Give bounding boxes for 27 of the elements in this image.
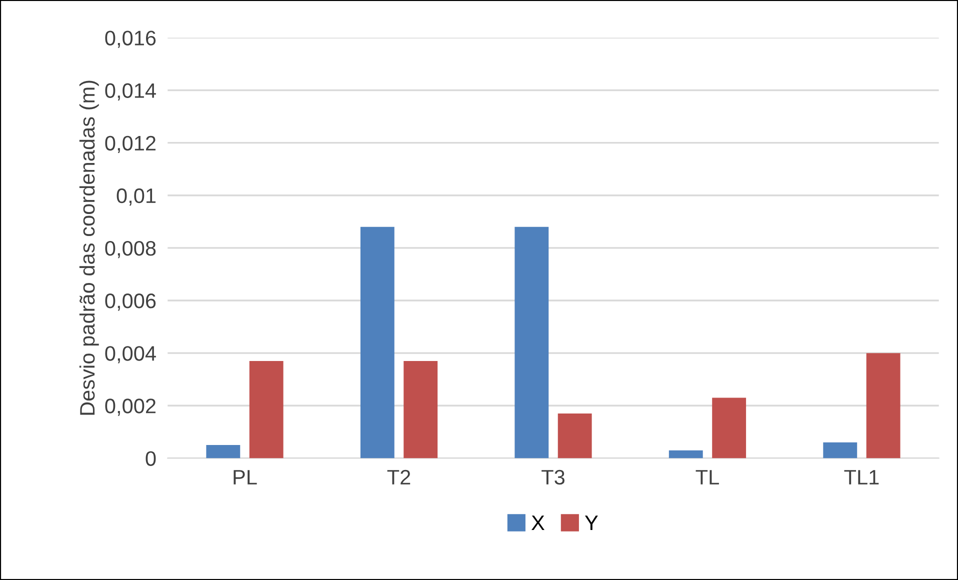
y-tick-label: 0,008 <box>105 240 156 258</box>
y-tick-label: 0,006 <box>105 294 156 311</box>
y-tick-label: 0 <box>146 451 156 466</box>
y-tick-label: 0,004 <box>105 346 156 364</box>
bar <box>823 442 858 458</box>
bar <box>249 360 284 458</box>
bar <box>360 226 394 458</box>
bar <box>668 450 703 458</box>
x-tick-label: TL1 <box>844 470 879 484</box>
y-tick-label: 0,016 <box>105 30 156 48</box>
bar <box>558 414 592 458</box>
legend-label: Y <box>584 516 598 530</box>
bar <box>866 353 900 458</box>
bar <box>206 445 240 458</box>
y-axis-title: Desvio padrão das coordenadas (m) <box>79 80 99 415</box>
x-tick-label: TL <box>696 470 719 484</box>
x-tick-label: T2 <box>387 470 410 484</box>
bar <box>712 398 746 458</box>
y-tick-label: 0,002 <box>105 398 156 416</box>
legend-label: X <box>531 516 544 530</box>
bar <box>404 360 438 458</box>
y-tick-label: 0,012 <box>105 136 156 154</box>
x-tick-label: PL <box>234 470 257 484</box>
bar <box>514 226 549 458</box>
y-tick-label: 0,01 <box>116 188 156 206</box>
x-tick-label: T3 <box>542 470 564 485</box>
y-tick-label: 0,014 <box>105 83 156 100</box>
